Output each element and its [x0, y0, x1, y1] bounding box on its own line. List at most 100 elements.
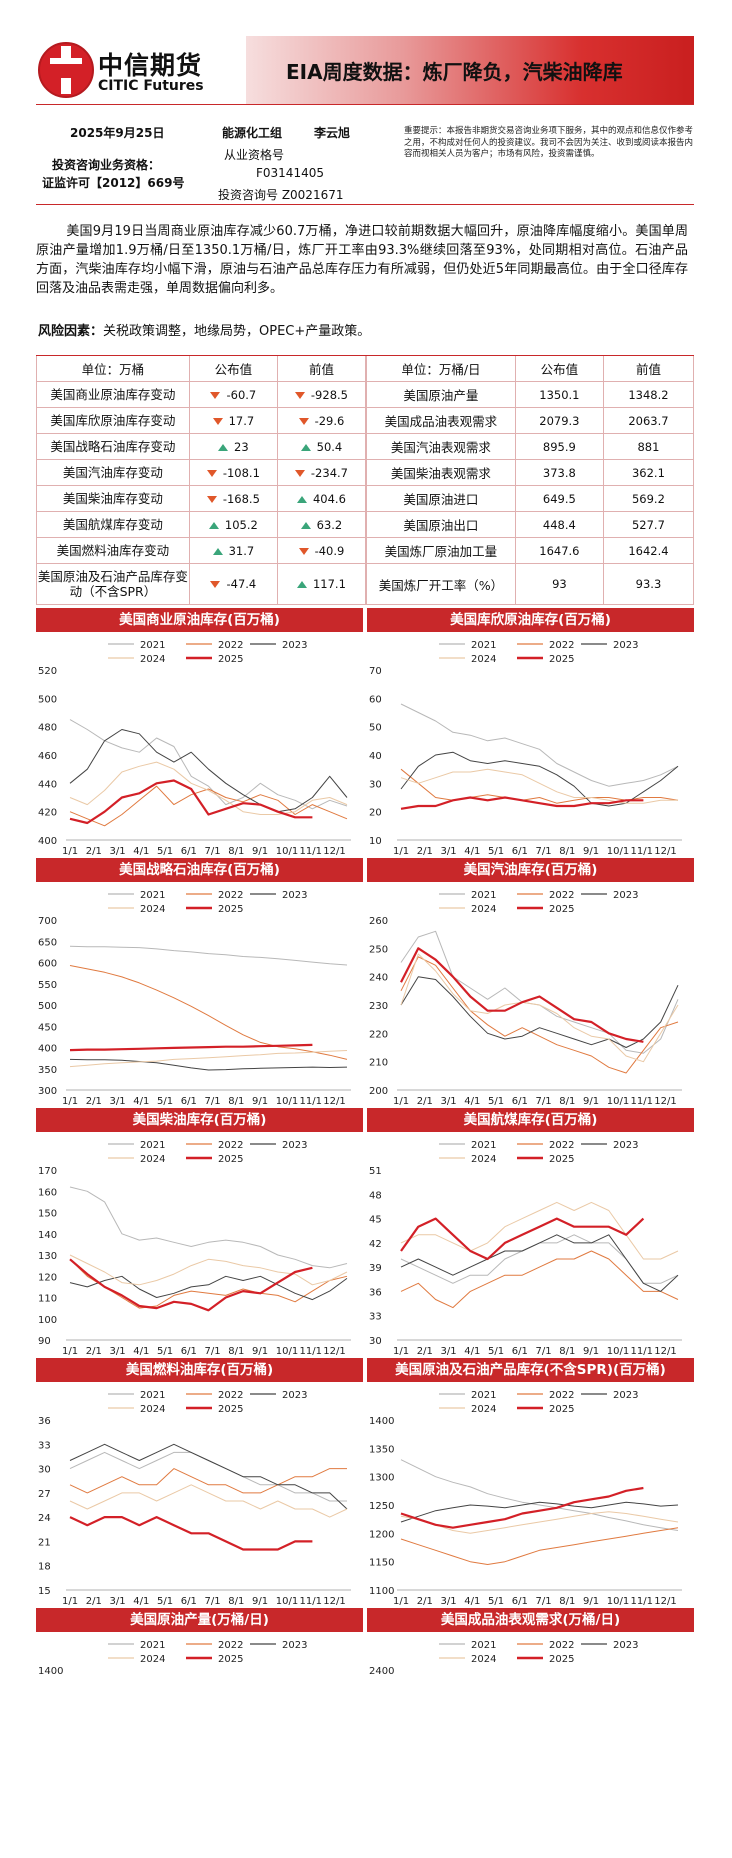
x-tick-label: 11/1 [631, 1096, 653, 1107]
y-tick-label: 130 [38, 1251, 57, 1262]
previous-value: 50.4 [316, 439, 343, 454]
y-tick-label: 450 [38, 1022, 57, 1033]
table-row: 美国战略石油库存变动 23 50.4 [36, 433, 367, 460]
legend-label: 2025 [549, 1154, 574, 1165]
legend-label: 2023 [613, 890, 638, 901]
series-line-2021 [69, 1186, 348, 1269]
previous-value-cell: -928.5 [276, 381, 367, 408]
legend-item-2021: 2021 [108, 640, 165, 651]
supply-demand-table: 单位：万桶/日 公布值 前值 美国原油产量 1350.1 1348.2 美国成品油表观… [366, 356, 695, 605]
brand-cn: 中信期货 [98, 51, 203, 80]
row-label: 美国航煤库存变动 [36, 511, 190, 538]
series-line-2023 [400, 1234, 679, 1292]
series-line-2025 [69, 1516, 313, 1551]
x-tick-label: 1/1 [393, 1346, 409, 1357]
x-tick-label: 10/1 [607, 846, 629, 857]
current-value-cell: -108.1 [188, 459, 278, 486]
y-tick-label: 1350 [369, 1444, 394, 1455]
x-tick-label: 6/1 [181, 846, 197, 857]
chart-title: 美国汽油库存(百万桶) [367, 858, 694, 882]
legend-item-2023: 2023 [250, 1640, 307, 1651]
series-line-2024 [400, 768, 678, 804]
x-tick-label: 1/1 [62, 846, 78, 857]
legend-label: 2022 [218, 1140, 243, 1151]
x-tick-label: 8/1 [228, 1096, 244, 1107]
table-row: 美国成品油表观需求 2079.3 2063.7 [366, 407, 695, 434]
legend-label: 2022 [549, 890, 574, 901]
x-tick-label: 12/1 [654, 1096, 676, 1107]
legend-item-2024: 2024 [108, 1154, 165, 1165]
x-tick-label: 7/1 [205, 1346, 221, 1357]
legend-item-2021: 2021 [439, 1390, 496, 1401]
x-tick-label: 3/1 [441, 1596, 457, 1607]
current-value: -47.4 [226, 577, 257, 591]
legend-label: 2024 [471, 654, 496, 665]
series-line-2022 [69, 1258, 348, 1309]
y-tick-label: 1400 [38, 1666, 63, 1677]
legend-label: 2023 [282, 1140, 307, 1151]
series-line-2022 [69, 1468, 347, 1494]
legend-label: 2025 [218, 904, 243, 915]
x-tick-label: 2/1 [417, 846, 433, 857]
previous-value: 63.2 [316, 517, 343, 532]
current-value: 448.4 [514, 511, 604, 538]
legend-item-2023: 2023 [581, 1390, 638, 1401]
legend-label: 2022 [549, 1640, 574, 1651]
x-tick-label: 8/1 [228, 1346, 244, 1357]
legend-label: 2023 [282, 890, 307, 901]
legend-label: 2025 [549, 1654, 574, 1665]
series-line-2022 [400, 956, 679, 1074]
y-tick-label: 30 [38, 1465, 51, 1476]
legend-item-2024: 2024 [108, 904, 165, 915]
x-tick-label: 1/1 [393, 846, 409, 857]
x-tick-label: 9/1 [583, 1596, 599, 1607]
legend-item-2025: 2025 [186, 1654, 243, 1665]
y-tick-label: 1400 [369, 1416, 394, 1427]
y-tick-label: 400 [38, 1044, 57, 1055]
x-tick-label: 1/1 [62, 1346, 78, 1357]
legend-label: 2024 [140, 1404, 165, 1415]
x-tick-label: 10/1 [607, 1346, 629, 1357]
y-tick-label: 27 [38, 1489, 51, 1500]
legend-item-2022: 2022 [186, 1640, 243, 1651]
y-tick-label: 2400 [369, 1666, 394, 1677]
table-row: 美国炼厂原油加工量 1647.6 1642.4 [366, 537, 695, 564]
report-header: 中信期货 CITIC Futures EIA周度数据：炼厂降负，汽柴油降库 [36, 36, 694, 104]
x-tick-label: 5/1 [157, 846, 173, 857]
y-tick-label: 160 [38, 1187, 57, 1198]
chart-title: 美国原油产量(万桶/日) [36, 1608, 363, 1632]
series-line-2024 [400, 1201, 679, 1260]
x-tick-label: 8/1 [559, 1096, 575, 1107]
legend-label: 2025 [218, 654, 243, 665]
current-value: 373.8 [514, 459, 604, 486]
current-value-cell: 105.2 [188, 511, 278, 538]
legend-item-2024: 2024 [439, 1654, 496, 1665]
y-tick-label: 440 [38, 779, 57, 790]
y-tick-label: 250 [369, 944, 388, 955]
series-line-2022 [400, 1250, 679, 1309]
table-header: 公布值 [188, 356, 278, 382]
x-tick-label: 2/1 [417, 1346, 433, 1357]
legend-label: 2021 [140, 640, 165, 651]
legend-item-2022: 2022 [186, 1390, 243, 1401]
y-tick-label: 15 [38, 1586, 51, 1597]
x-tick-label: 5/1 [488, 1096, 504, 1107]
report-date: 2025年9月25日 [70, 126, 165, 140]
chart-title: 美国原油及石油产品库存(不含SPR)(百万桶) [367, 1358, 694, 1382]
triangle-up-icon [300, 443, 311, 451]
legend-label: 2021 [471, 1640, 496, 1651]
legend-item-2024: 2024 [108, 654, 165, 665]
legend-item-2025: 2025 [186, 654, 243, 665]
x-tick-label: 2/1 [86, 1596, 102, 1607]
x-tick-label: 6/1 [181, 1596, 197, 1607]
x-tick-label: 7/1 [205, 1096, 221, 1107]
report-title: EIA周度数据：炼厂降负，汽柴油降库 [286, 60, 623, 84]
legend-item-2021: 2021 [108, 1140, 165, 1151]
x-tick-label: 7/1 [205, 1596, 221, 1607]
series-line-2025 [400, 1217, 645, 1261]
legend-item-2021: 2021 [439, 890, 496, 901]
series-line-2021 [400, 930, 679, 1054]
previous-value: 2063.7 [602, 407, 695, 434]
x-tick-label: 9/1 [252, 846, 268, 857]
y-tick-label: 300 [38, 1086, 57, 1097]
